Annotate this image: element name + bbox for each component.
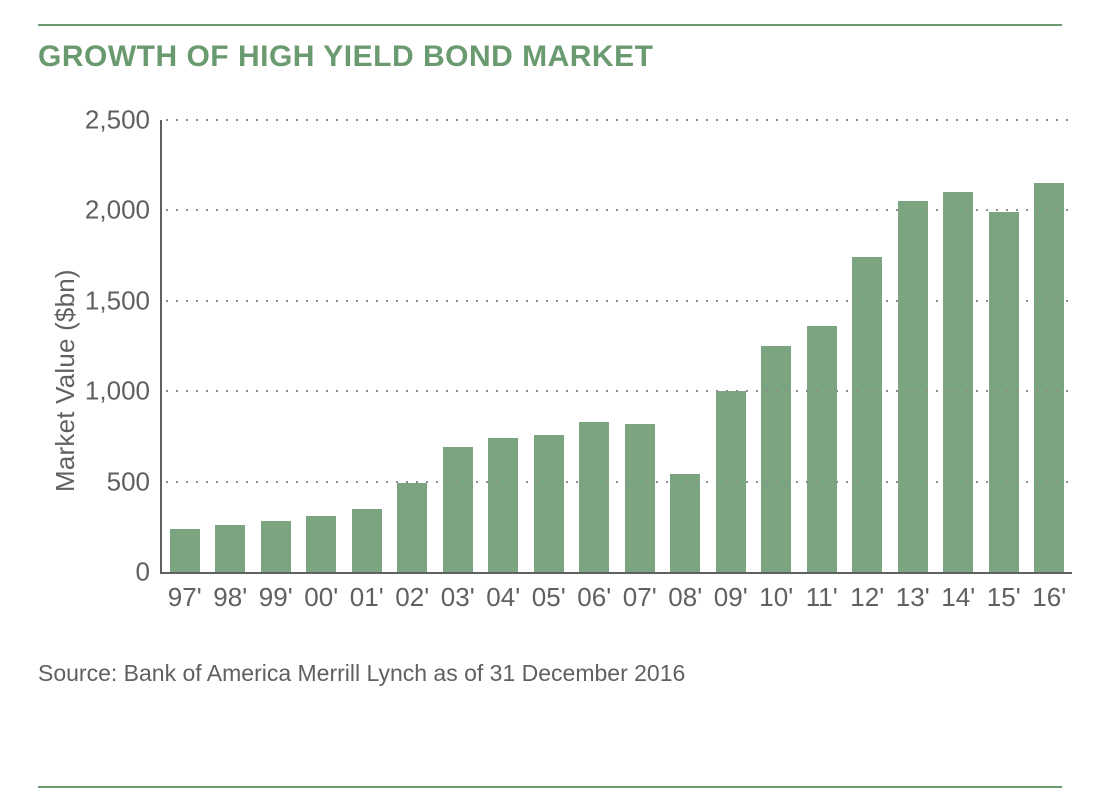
x-tick-label: 15' <box>987 572 1021 613</box>
x-tick-label: 07' <box>623 572 657 613</box>
bar <box>306 516 336 572</box>
chart-title: GROWTH OF HIGH YIELD BOND MARKET <box>38 40 1062 74</box>
bottom-rule <box>38 786 1062 788</box>
x-tick-label: 10' <box>759 572 793 613</box>
y-tick-label: 2,000 <box>85 195 162 226</box>
bar <box>943 192 973 572</box>
bar <box>534 435 564 572</box>
bar <box>352 509 382 572</box>
x-tick-label: 08' <box>668 572 702 613</box>
bar <box>488 438 518 572</box>
x-tick-label: 99' <box>259 572 293 613</box>
x-tick-label: 09' <box>714 572 748 613</box>
x-tick-label: 11' <box>806 572 838 613</box>
y-tick-label: 1,500 <box>85 285 162 316</box>
y-tick-label: 1,000 <box>85 376 162 407</box>
bar <box>670 474 700 572</box>
y-tick-label: 0 <box>136 557 162 588</box>
y-axis-label: Market Value ($bn) <box>50 269 81 492</box>
x-tick-label: 98' <box>213 572 247 613</box>
x-tick-label: 12' <box>850 572 884 613</box>
bar <box>579 422 609 572</box>
bar <box>761 346 791 572</box>
gridline <box>162 390 1072 392</box>
gridline <box>162 300 1072 302</box>
gridline <box>162 119 1072 121</box>
bar <box>898 201 928 572</box>
x-tick-label: 97' <box>168 572 202 613</box>
x-tick-label: 04' <box>486 572 520 613</box>
source-text: Source: Bank of America Merrill Lynch as… <box>38 660 685 687</box>
x-tick-label: 02' <box>395 572 429 613</box>
y-tick-label: 2,500 <box>85 105 162 136</box>
bar <box>215 525 245 572</box>
x-tick-label: 05' <box>532 572 566 613</box>
x-tick-label: 01' <box>350 572 384 613</box>
y-tick-label: 500 <box>107 466 162 497</box>
x-tick-label: 13' <box>896 572 930 613</box>
gridline <box>162 481 1072 483</box>
bar <box>807 326 837 572</box>
bar <box>397 483 427 572</box>
bar <box>1034 183 1064 572</box>
top-rule <box>38 24 1062 26</box>
x-tick-label: 14' <box>941 572 975 613</box>
bar <box>170 529 200 572</box>
gridline <box>162 209 1072 211</box>
x-tick-label: 03' <box>441 572 475 613</box>
bar <box>625 424 655 572</box>
bar <box>852 257 882 572</box>
bar <box>261 521 291 572</box>
plot-area: 05001,0001,5002,0002,50097'98'99'00'01'0… <box>160 120 1072 574</box>
x-tick-label: 00' <box>304 572 338 613</box>
bars-container <box>162 120 1072 572</box>
x-tick-label: 06' <box>577 572 611 613</box>
x-tick-label: 16' <box>1032 572 1066 613</box>
bar <box>443 447 473 572</box>
